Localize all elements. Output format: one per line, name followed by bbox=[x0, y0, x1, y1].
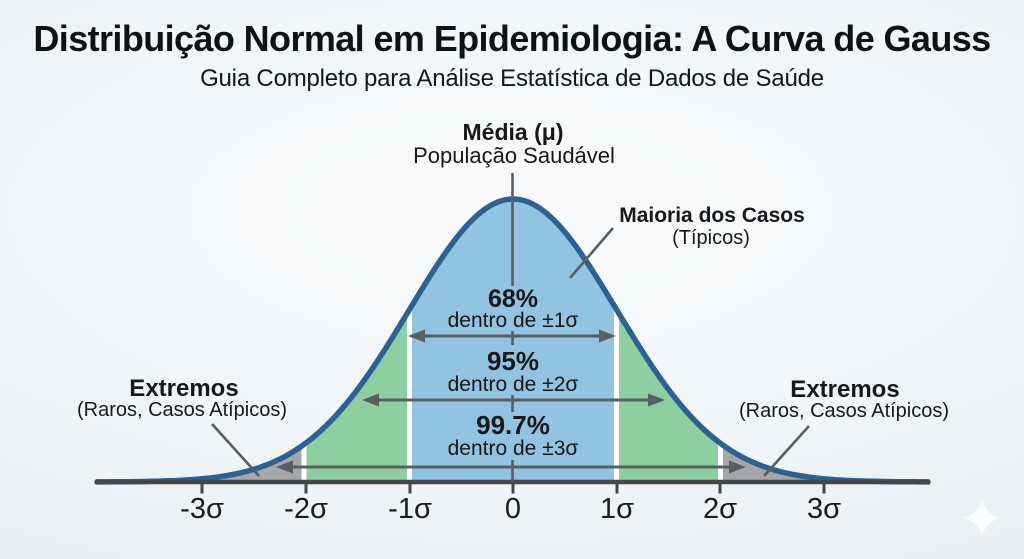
page-title: Distribuição Normal em Epidemiologia: A … bbox=[33, 18, 991, 59]
axis-tick-label: 2σ bbox=[702, 493, 738, 525]
axis-tick-label: -2σ bbox=[284, 493, 328, 525]
extremes-right-label: Extremos bbox=[790, 376, 900, 403]
axis-tick-label: 1σ bbox=[599, 493, 635, 525]
extremes-right-pointer-line bbox=[763, 425, 810, 477]
arrow-95-double-arrow bbox=[362, 393, 665, 407]
axis-tick-label: -1σ bbox=[388, 493, 432, 525]
coverage-95-label: dentro de ±2σ bbox=[447, 373, 579, 396]
extremes-right-sublabel: (Raros, Casos Atípicos) bbox=[738, 400, 950, 422]
coverage-68-label: dentro de ±1σ bbox=[447, 309, 579, 332]
coverage-arrows bbox=[276, 329, 746, 474]
mean-sublabel: População Saudável bbox=[413, 143, 615, 168]
x-axis-ticks bbox=[200, 483, 826, 494]
mean-label: Média (μ) bbox=[462, 119, 564, 145]
coverage-68-percent: 68% bbox=[487, 285, 539, 313]
extremes-left-label: Extremos bbox=[129, 375, 239, 402]
majority-label: Maioria dos Casos bbox=[619, 204, 805, 227]
extremes-left-pointer-line bbox=[211, 423, 260, 477]
majority-pointer-line bbox=[569, 227, 614, 279]
axis-tick-label: 3σ bbox=[806, 493, 842, 525]
sparkle-watermark-icon bbox=[963, 499, 1001, 537]
page-subtitle: Guia Completo para Análise Estatística d… bbox=[200, 65, 824, 92]
axis-tick-label: -3σ bbox=[180, 493, 224, 525]
coverage-997-label: dentro de ±3σ bbox=[447, 437, 579, 460]
coverage-997-percent: 99.7% bbox=[476, 410, 550, 440]
region-tail-right bbox=[723, 199, 928, 482]
region-tail-left bbox=[97, 199, 302, 482]
axis-tick-label: 0 bbox=[504, 493, 522, 525]
extremes-left-sublabel: (Raros, Casos Atípicos) bbox=[76, 399, 288, 421]
arrow-997-double-arrow bbox=[276, 460, 746, 474]
majority-sublabel: (Típicos) bbox=[672, 227, 750, 249]
arrow-68-double-arrow bbox=[408, 329, 616, 343]
coverage-95-percent: 95% bbox=[486, 346, 540, 376]
